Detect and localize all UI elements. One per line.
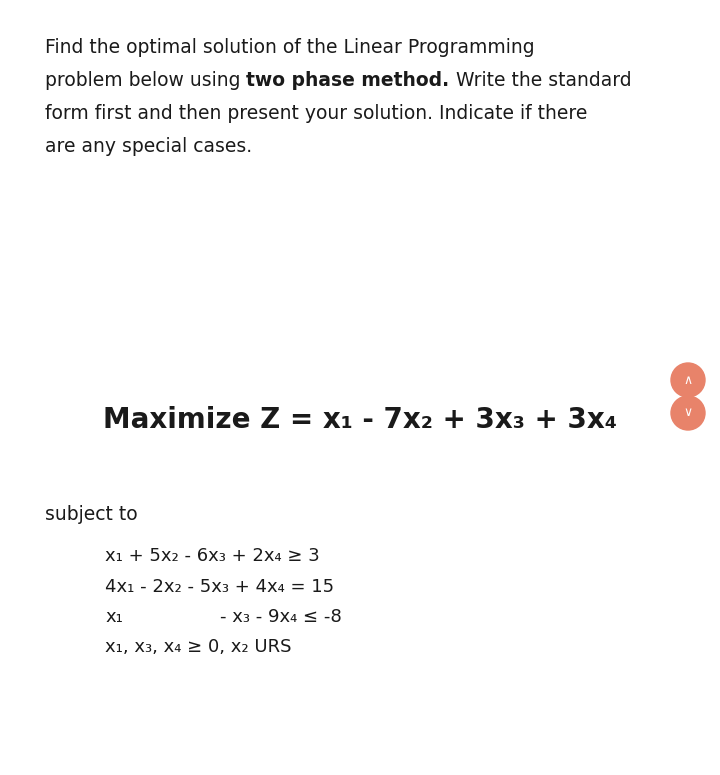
Circle shape [671,363,705,397]
Text: Find the optimal solution of the Linear Programming: Find the optimal solution of the Linear … [45,38,535,57]
Text: Write the standard: Write the standard [449,71,631,90]
Text: Maximize Z = x₁ - 7x₂ + 3x₃ + 3x₄: Maximize Z = x₁ - 7x₂ + 3x₃ + 3x₄ [103,406,617,434]
Text: problem below using: problem below using [45,71,246,90]
Text: ∧: ∧ [683,374,693,387]
Text: 4x₁ - 2x₂ - 5x₃ + 4x₄ = 15: 4x₁ - 2x₂ - 5x₃ + 4x₄ = 15 [105,577,334,595]
Text: subject to: subject to [45,505,138,524]
Text: - x₃ - 9x₄ ≤ -8: - x₃ - 9x₄ ≤ -8 [220,608,342,626]
Text: two phase method.: two phase method. [246,71,449,90]
Text: are any special cases.: are any special cases. [45,137,252,156]
Text: x₁ + 5x₂ - 6x₃ + 2x₄ ≥ 3: x₁ + 5x₂ - 6x₃ + 2x₄ ≥ 3 [105,547,320,565]
Text: form first and then present your solution. Indicate if there: form first and then present your solutio… [45,104,588,123]
Text: ∨: ∨ [683,407,693,419]
Circle shape [671,396,705,430]
Text: x₁: x₁ [105,608,123,626]
Text: x₁, x₃, x₄ ≥ 0, x₂ URS: x₁, x₃, x₄ ≥ 0, x₂ URS [105,639,292,656]
